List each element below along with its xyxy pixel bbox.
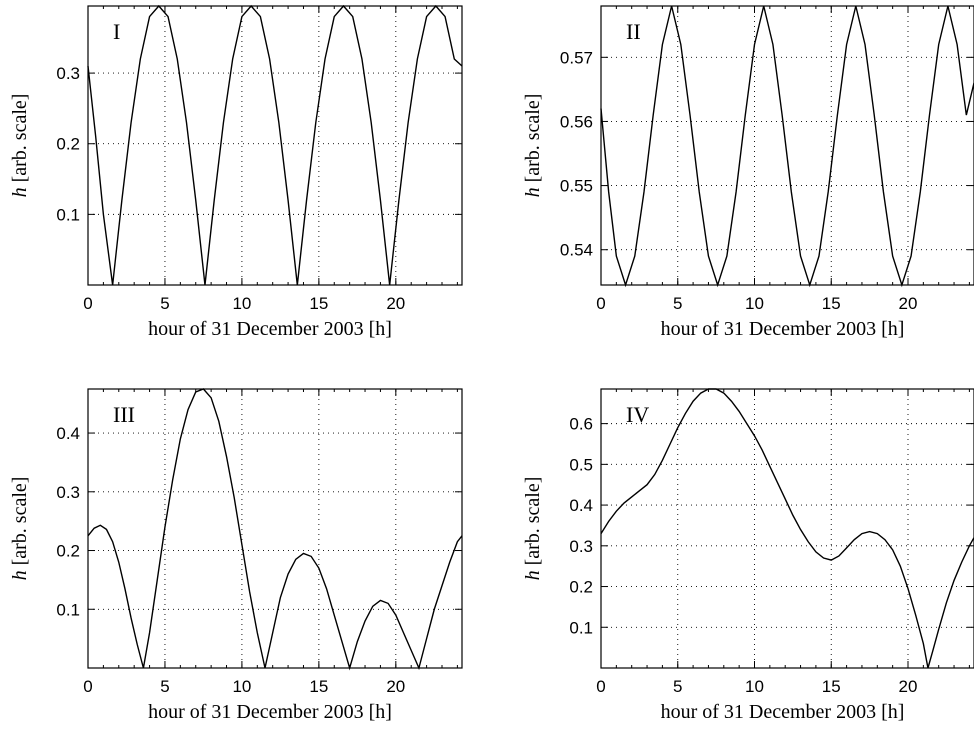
y-tick-label: 0.1 — [569, 618, 593, 637]
y-tick-label: 0.2 — [569, 578, 593, 597]
x-tick-label: 20 — [386, 677, 405, 696]
y-axis-title: h [arb. scale] — [522, 94, 544, 198]
y-tick-label: 0.57 — [560, 48, 593, 67]
y-tick-label: 0.2 — [56, 135, 80, 154]
x-tick-label: 5 — [673, 677, 682, 696]
y-tick-label: 0.55 — [560, 177, 593, 196]
x-axis-title: hour of 31 December 2003 [h] — [661, 318, 905, 340]
plot-frame — [87, 5, 463, 286]
x-tick-label: 15 — [309, 294, 328, 313]
x-tick-label: 0 — [596, 294, 605, 313]
y-tick-label: 0.6 — [569, 415, 593, 434]
y-tick-label: 0.3 — [56, 483, 80, 502]
y-axis-title: h [arb. scale] — [522, 477, 544, 581]
x-tick-label: 5 — [673, 294, 682, 313]
y-tick-label: 0.4 — [56, 424, 80, 443]
y-axis-title: h [arb. scale] — [9, 477, 31, 581]
y-axis-title-symbol: h — [9, 570, 31, 580]
x-tick-label: 10 — [232, 677, 251, 696]
y-tick-label: 0.3 — [56, 64, 80, 83]
y-tick-label: 0.4 — [569, 496, 593, 515]
y-tick-label: 0.3 — [569, 537, 593, 556]
x-tick-label: 0 — [83, 677, 92, 696]
x-tick-label: 5 — [160, 294, 169, 313]
y-axis-title-unit: [arb. scale] — [522, 477, 544, 571]
panel-label: IV — [626, 402, 649, 427]
x-tick-label: 0 — [83, 294, 92, 313]
x-tick-label: 5 — [160, 677, 169, 696]
y-axis-title-unit: [arb. scale] — [9, 477, 31, 571]
x-axis-title: hour of 31 December 2003 [h] — [148, 318, 392, 340]
x-tick-label: 10 — [745, 294, 764, 313]
x-tick-label: 10 — [232, 294, 251, 313]
plot-frame — [600, 388, 974, 669]
y-tick-label: 0.2 — [56, 542, 80, 561]
x-tick-label: 20 — [899, 294, 918, 313]
y-tick-label: 0.1 — [56, 205, 80, 224]
panel-4: 0 5 10 15 20 0.1 0.2 0.3 0.4 0.5 0.6 hour of 31 Dec… — [522, 388, 974, 723]
x-tick-label: 20 — [386, 294, 405, 313]
x-tick-label: 15 — [309, 677, 328, 696]
panel-3: 0 5 10 15 20 0.1 0.2 0.3 0.4 hour of 31 December … — [9, 388, 463, 723]
panel-label: I — [113, 19, 120, 44]
y-axis-title-symbol: h — [522, 187, 544, 197]
panel-1: 0 5 10 15 20 0.1 0.2 0.3 hour of 31 December 200… — [9, 4, 463, 340]
y-axis-title-symbol: h — [522, 570, 544, 580]
series-line-1 — [600, 388, 974, 669]
panel-2: 0 5 10 15 20 0.54 0.55 0.56 0.57 hour of 31 Decem… — [522, 5, 974, 340]
series-line-1 — [87, 388, 463, 671]
series-line-1 — [600, 5, 974, 288]
x-tick-label: 10 — [745, 677, 764, 696]
x-axis-title: hour of 31 December 2003 [h] — [148, 701, 392, 723]
y-tick-label: 0.5 — [569, 455, 593, 474]
plot-frame — [87, 388, 463, 669]
y-tick-label: 0.56 — [560, 112, 593, 131]
x-axis-title: hour of 31 December 2003 [h] — [661, 701, 905, 723]
panel-label: II — [626, 19, 641, 44]
x-tick-label: 0 — [596, 677, 605, 696]
y-tick-label: 0.1 — [56, 600, 80, 619]
series-line-1 — [87, 4, 463, 286]
x-tick-label: 15 — [822, 294, 841, 313]
y-axis-title-symbol: h — [9, 187, 31, 197]
y-tick-label: 0.54 — [560, 241, 593, 260]
y-axis-title: h [arb. scale] — [9, 94, 31, 198]
y-axis-title-unit: [arb. scale] — [522, 94, 544, 188]
x-tick-label: 20 — [899, 677, 918, 696]
panel-label: III — [113, 402, 135, 427]
y-axis-title-unit: [arb. scale] — [9, 94, 31, 188]
plot-frame — [600, 5, 974, 286]
x-tick-label: 15 — [822, 677, 841, 696]
